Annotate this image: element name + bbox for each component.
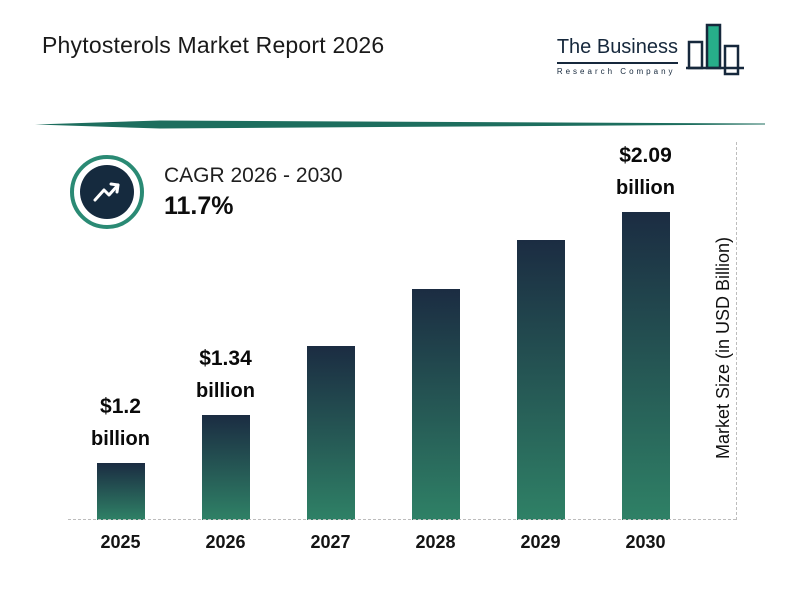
chart-bar [306,346,355,520]
chart-bar [201,415,250,520]
trend-arrow-icon [80,165,134,219]
bar-value-label: $1.2 billion [91,395,150,451]
divider-line [35,120,765,129]
logo-subtitle: Research Company [556,67,676,76]
x-axis-labels: 2025 2026 2027 2028 2029 2030 [68,532,698,553]
logo-name: The Business [556,36,678,64]
bar-chart-logo-icon [686,23,744,76]
bar-value-unit: billion [196,380,255,402]
x-axis-label: 2025 [100,532,141,552]
logo-text: The Business Research Company [556,36,678,76]
x-axis-label: 2028 [415,532,456,552]
bar-value-unit: billion [616,177,675,199]
right-dashed-line [736,142,737,520]
bar-chart: $1.2 billion $1.34 billion [68,140,736,520]
x-axis-label: 2030 [625,532,666,552]
page-title: Phytosterols Market Report 2026 [42,32,385,58]
bar-group: $2.09 billion [593,140,698,520]
x-axis-label: 2026 [205,532,246,552]
cagr-label: CAGR 2026 - 2030 [164,163,343,187]
bar-group [278,140,383,520]
bar-value-unit: billion [91,428,150,450]
cagr-text: CAGR 2026 - 2030 11.7% [164,164,343,221]
bar-group: $1.2 billion [68,140,173,520]
y-axis-title: Market Size (in USD Billion) [713,236,733,460]
bar-group [383,140,488,520]
bars-row: $1.2 billion $1.34 billion [68,140,698,520]
bar-value-label: $1.34 billion [196,347,255,403]
chart-bar [96,463,145,520]
chart-bar [411,289,460,520]
bar-value-amount: $2.09 [619,144,672,167]
chart-bar [621,212,670,520]
bar-group: $1.34 billion [173,140,278,520]
company-logo: The Business Research Company [556,23,748,78]
cagr-value: 11.7% [164,191,234,220]
growth-trend-icon [70,155,144,229]
x-axis-label: 2029 [520,532,561,552]
x-axis-label: 2027 [310,532,351,552]
cagr-block: CAGR 2026 - 2030 11.7% [70,155,343,229]
x-axis-line [68,519,736,520]
bar-value-label: $2.09 billion [616,144,675,200]
bar-value-amount: $1.34 [199,347,252,370]
chart-bar [516,240,565,520]
bar-group [488,140,593,520]
bar-value-amount: $1.2 [100,395,141,418]
